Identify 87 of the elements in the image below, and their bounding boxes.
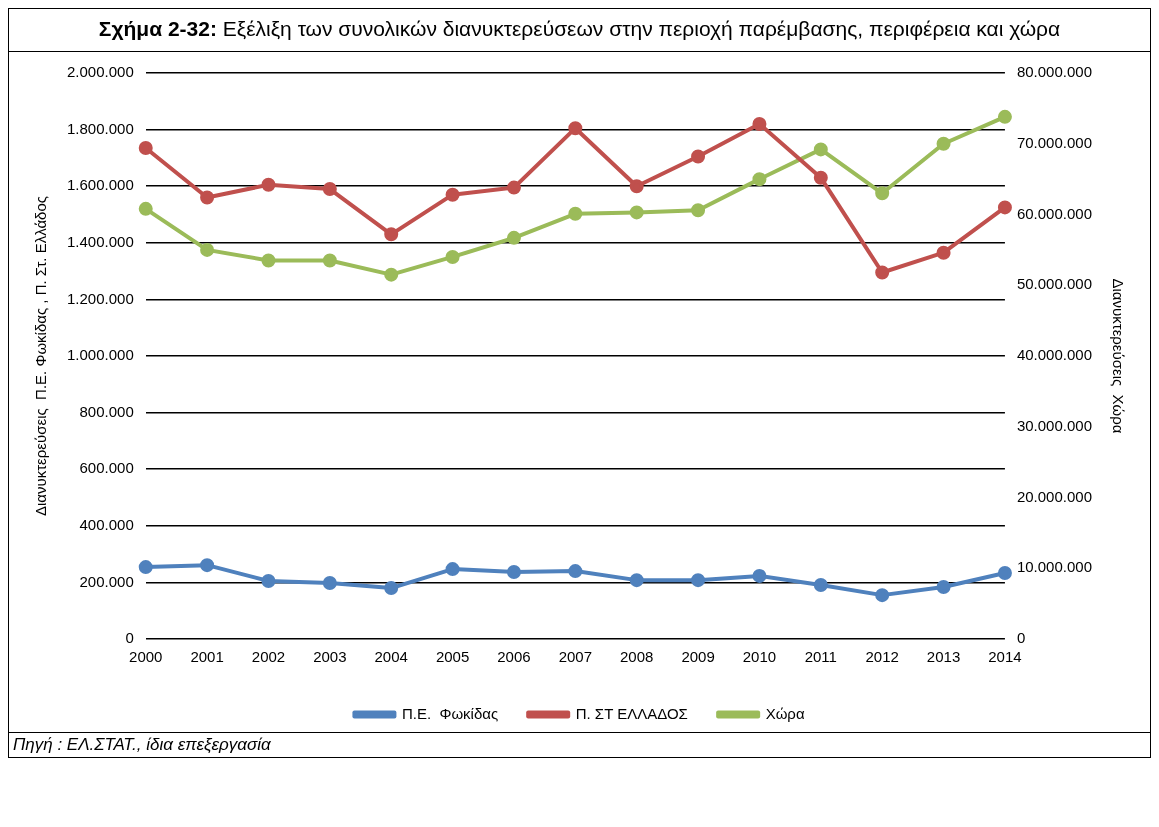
x-tick-label: 2003 bbox=[313, 648, 347, 666]
y-tick-label: 1.200.000 bbox=[67, 289, 134, 307]
y-tick-label: 400.000 bbox=[79, 515, 134, 533]
point bbox=[445, 187, 460, 202]
y2-tick-label: 50.000.000 bbox=[1016, 275, 1092, 293]
point bbox=[261, 573, 276, 588]
point bbox=[629, 573, 644, 588]
point bbox=[997, 566, 1012, 581]
legend-label: Π. ΣΤ ΕΛΛΑΔΟΣ bbox=[575, 704, 688, 722]
y-tick-label: 800.000 bbox=[79, 402, 134, 420]
point bbox=[261, 253, 276, 268]
text: Πηγή : ΕΛ.ΣΤΑΤ., ίδια επεξεργασία bbox=[9, 732, 1150, 757]
point bbox=[384, 267, 399, 282]
point bbox=[875, 265, 890, 280]
point bbox=[138, 560, 153, 575]
x-tick-label: 2008 bbox=[620, 648, 654, 666]
x-tick-label: 2012 bbox=[865, 648, 899, 666]
y-tick-label: 600.000 bbox=[79, 459, 134, 477]
x-tick-label: 2002 bbox=[251, 648, 286, 666]
point bbox=[936, 245, 951, 260]
point bbox=[445, 249, 460, 264]
y-tick-label: 1.800.000 bbox=[67, 119, 134, 137]
point bbox=[936, 136, 951, 151]
y-tick-label: 200.000 bbox=[79, 572, 134, 590]
x-tick-label: 2000 bbox=[129, 648, 163, 666]
y-tick-label: 1.000.000 bbox=[67, 346, 134, 364]
y-tick-label: 2.000.000 bbox=[67, 63, 134, 81]
y-tick-label: 0 bbox=[125, 629, 134, 647]
point bbox=[445, 562, 460, 577]
point bbox=[384, 581, 399, 596]
point bbox=[997, 200, 1012, 215]
y2-tick-label: 80.000.000 bbox=[1016, 63, 1092, 81]
y-axis-title: Διανυκτερεύσεις Π.Ε. Φωκίδας , Π. Στ. Ελλάδος bbox=[32, 195, 50, 517]
y-tick-label: 1.600.000 bbox=[67, 176, 134, 194]
point bbox=[506, 230, 521, 245]
y-tick-label: 1.400.000 bbox=[67, 232, 134, 250]
point bbox=[506, 180, 521, 195]
x-tick-label: 2007 bbox=[558, 648, 593, 666]
x-tick-label: 2005 bbox=[435, 648, 470, 666]
y2-tick-label: 10.000.000 bbox=[1016, 558, 1092, 576]
x-tick-label: 2013 bbox=[926, 648, 961, 666]
x-tick-label: 2009 bbox=[681, 648, 715, 666]
point bbox=[752, 568, 767, 583]
point bbox=[629, 179, 644, 194]
point bbox=[875, 186, 890, 201]
point bbox=[691, 149, 706, 164]
y2-tick-label: 40.000.000 bbox=[1016, 346, 1092, 364]
legend-label: Χώρα bbox=[765, 704, 805, 722]
point bbox=[568, 121, 583, 136]
point bbox=[200, 242, 215, 257]
point bbox=[138, 201, 153, 216]
x-tick-label: 2011 bbox=[804, 648, 837, 666]
point bbox=[813, 142, 828, 157]
y2-tick-label: 0 bbox=[1016, 629, 1026, 647]
point bbox=[691, 203, 706, 218]
point bbox=[261, 177, 276, 192]
point bbox=[322, 182, 337, 197]
x-tick-label: 2006 bbox=[497, 648, 531, 666]
point bbox=[506, 564, 521, 579]
x-tick-label: 2001 bbox=[190, 648, 224, 666]
point bbox=[813, 577, 828, 592]
x-tick-label: 2010 bbox=[742, 648, 777, 666]
point bbox=[752, 116, 767, 131]
point bbox=[322, 575, 337, 590]
point bbox=[875, 588, 890, 603]
x-tick-label: 2014 bbox=[988, 648, 1022, 666]
point bbox=[997, 109, 1012, 124]
point bbox=[568, 206, 583, 221]
point bbox=[813, 170, 828, 185]
y2-tick-label: 70.000.000 bbox=[1016, 133, 1092, 151]
point bbox=[138, 141, 153, 155]
chart-title: Σχήμα 2-32: Εξέλιξη των συνολικών διανυκτερεύσεων στην περιοχή παρέμβασης, περιφέρεια και χώρα bbox=[9, 9, 1150, 52]
x-tick-label: 2004 bbox=[374, 648, 408, 666]
point bbox=[629, 205, 644, 220]
legend-label: Π.Ε. Φωκίδας bbox=[401, 704, 499, 722]
point bbox=[752, 172, 767, 187]
y2-tick-label: 60.000.000 bbox=[1016, 204, 1092, 222]
point bbox=[384, 227, 399, 242]
y2-tick-label: 30.000.000 bbox=[1016, 416, 1092, 434]
point bbox=[200, 558, 215, 573]
point bbox=[568, 564, 583, 579]
point bbox=[936, 579, 951, 594]
point bbox=[691, 573, 706, 588]
point bbox=[200, 190, 215, 205]
y2-tick-label: 20.000.000 bbox=[1016, 487, 1092, 505]
y2-axis-title: Διανυκτερεύσεις Χώρα bbox=[1109, 278, 1127, 434]
point bbox=[322, 253, 337, 268]
